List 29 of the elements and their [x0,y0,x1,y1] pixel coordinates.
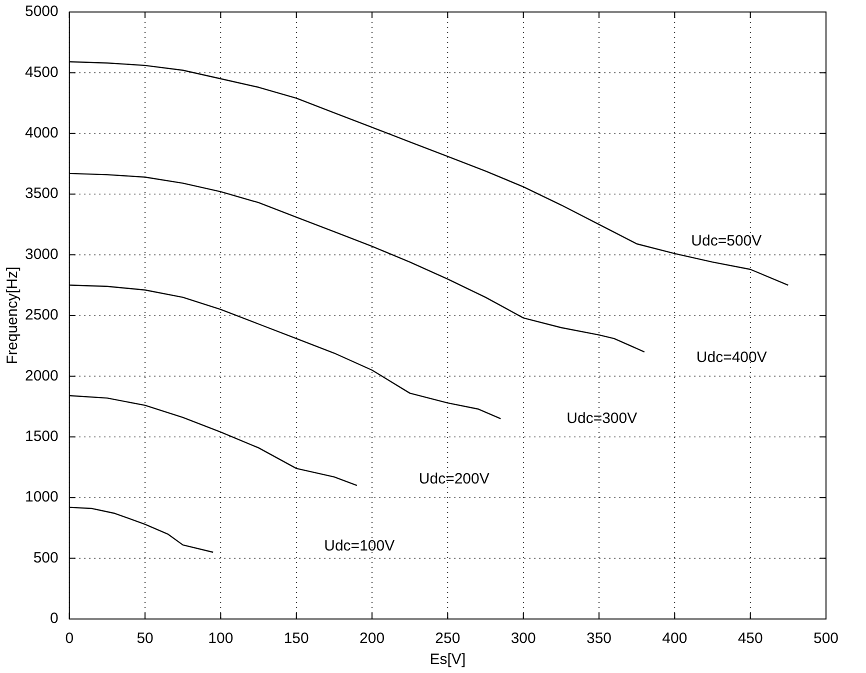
y-tick-label: 3000 [24,246,58,263]
y-tick-label: 4000 [24,124,58,142]
y-tick-label: 2500 [24,306,58,324]
y-tick-label: 2000 [24,367,58,384]
y-tick-label: 3500 [24,185,58,202]
y-tick-label: 1500 [24,428,58,446]
y-tick-label: 0 [50,610,58,628]
x-tick-label: 350 [586,630,612,648]
x-axis-title: Es[V] [430,651,466,668]
x-tick-label: 200 [360,630,385,648]
x-tick-label: 400 [662,630,688,648]
y-tick-label: 4500 [24,64,58,81]
annotation: Udc=400V [696,349,767,366]
x-tick-label: 450 [738,630,763,648]
y-axis-title: Frequency[Hz] [4,266,22,364]
annotation: Udc=300V [566,410,638,427]
annotation: Udc=100V [324,537,395,554]
x-tick-label: 0 [65,630,74,648]
y-tick-label: 1000 [24,488,58,506]
x-tick-label: 150 [284,630,309,648]
x-tick-label: 100 [208,630,234,648]
x-tick-label: 50 [136,630,154,648]
y-tick-label: 500 [33,549,58,566]
annotation: Udc=200V [418,470,490,488]
x-tick-label: 300 [510,630,536,648]
annotation: Udc=500V [691,232,762,250]
y-tick-label: 5000 [24,3,58,20]
x-tick-label: 250 [435,630,460,648]
x-tick-label: 500 [813,630,839,648]
